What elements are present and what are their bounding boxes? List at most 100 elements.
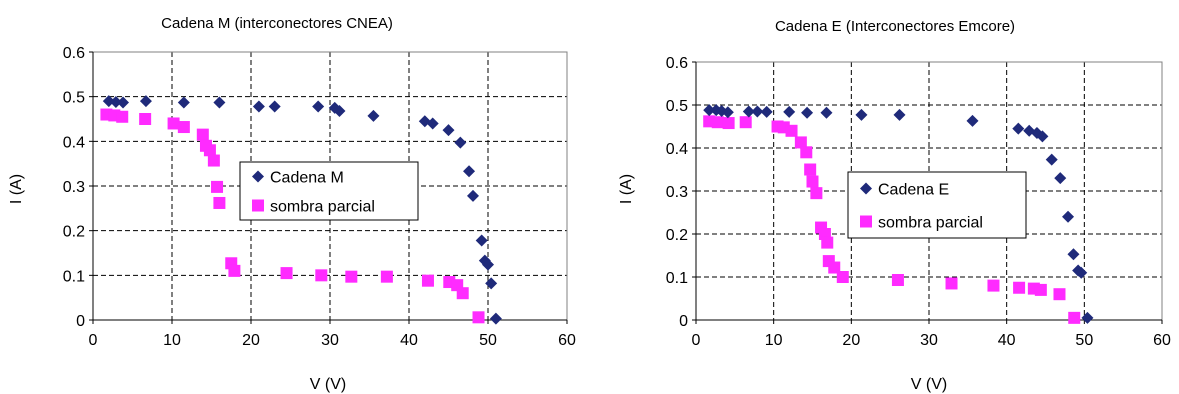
data-point [177,96,190,109]
legend-label: Cadena M [270,170,344,187]
data-point [785,124,798,137]
data-point [482,258,494,271]
data-point [828,261,841,274]
x-tick-label: 60 [1153,332,1171,349]
data-point [280,267,293,280]
legend-label: sombra parcial [878,215,983,232]
data-point [421,274,434,287]
legend-box [239,161,419,221]
y-tick-label: 0 [679,313,688,330]
data-point [722,117,735,130]
x-tick-label: 40 [400,332,418,349]
x-tick-label: 50 [1075,332,1093,349]
data-point [711,116,724,129]
y-tick-label: 0.3 [666,184,688,201]
data-point [1054,172,1067,185]
y-tick-label: 0.5 [666,98,688,115]
data-point [442,124,455,137]
y-tick-label: 0 [76,313,85,330]
x-tick-label: 0 [89,332,98,349]
data-point [489,312,502,325]
data-point [945,277,958,290]
legend-box [847,171,1027,239]
legend-marker [252,199,264,212]
data-point [1053,288,1066,301]
series-square [100,108,485,324]
x-tick-label: 40 [998,332,1016,349]
data-point [801,106,814,119]
data-point [742,105,755,118]
data-point [485,277,498,290]
data-point [454,136,467,149]
data-point [810,187,823,200]
x-tick-label: 30 [321,332,339,349]
data-point [1081,311,1094,324]
data-point [703,104,716,117]
data-point [211,180,224,193]
data-point [966,114,979,127]
x-tick-label: 20 [842,332,860,349]
data-point [456,287,469,300]
data-point [345,270,358,283]
data-point [820,106,833,119]
data-point [721,106,734,119]
data-point [1045,153,1058,166]
data-point [139,95,152,108]
data-point [1067,248,1080,261]
x-tick-label: 0 [692,332,701,349]
data-point [1034,283,1047,296]
data-point [893,108,906,121]
data-point [1068,311,1081,324]
data-point [800,146,813,159]
data-point [333,104,346,117]
data-point [806,175,819,188]
y-tick-label: 0.3 [63,179,85,196]
x-tick-label: 10 [163,332,181,349]
data-point [367,109,380,122]
x-tick-label: 50 [479,332,497,349]
data-point [380,270,393,283]
series-diamond [102,95,502,325]
y-axis-label: I (A) [618,174,635,204]
data-point [463,165,476,178]
y-tick-label: 0.1 [63,268,85,285]
y-tick-label: 0.6 [63,45,85,62]
data-point [1036,130,1049,143]
y-tick-label: 0.1 [666,270,688,287]
data-point [102,95,115,108]
data-point [139,113,152,125]
y-tick-label: 0.6 [666,55,688,72]
series-diamond [703,104,1094,324]
data-point [1062,210,1075,223]
data-point [891,274,904,287]
data-point [426,117,439,130]
x-tick-label: 30 [920,332,938,349]
data-point [228,264,241,277]
y-tick-label: 0.2 [666,227,688,244]
data-point [252,100,265,113]
chart-title: Cadena E (Interconectores Emcore) [775,18,1015,35]
x-axis-label: V (V) [310,376,346,393]
data-point [466,189,479,202]
x-tick-label: 20 [242,332,260,349]
y-tick-label: 0.4 [63,134,85,151]
y-tick-label: 0.5 [63,90,85,107]
data-point [207,154,220,167]
data-point [167,117,180,130]
y-axis-label: I (A) [8,174,25,204]
x-tick-label: 60 [558,332,576,349]
legend-marker [252,170,264,183]
data-point [116,110,129,123]
data-point [109,96,122,109]
data-point [1012,122,1025,135]
data-point [312,100,325,113]
legend-marker [860,215,872,228]
data-point [203,144,216,157]
data-point [196,128,209,141]
data-point [315,269,328,282]
data-point [1013,281,1026,294]
data-point [739,116,752,129]
x-tick-label: 10 [765,332,783,349]
data-point [987,279,1000,292]
